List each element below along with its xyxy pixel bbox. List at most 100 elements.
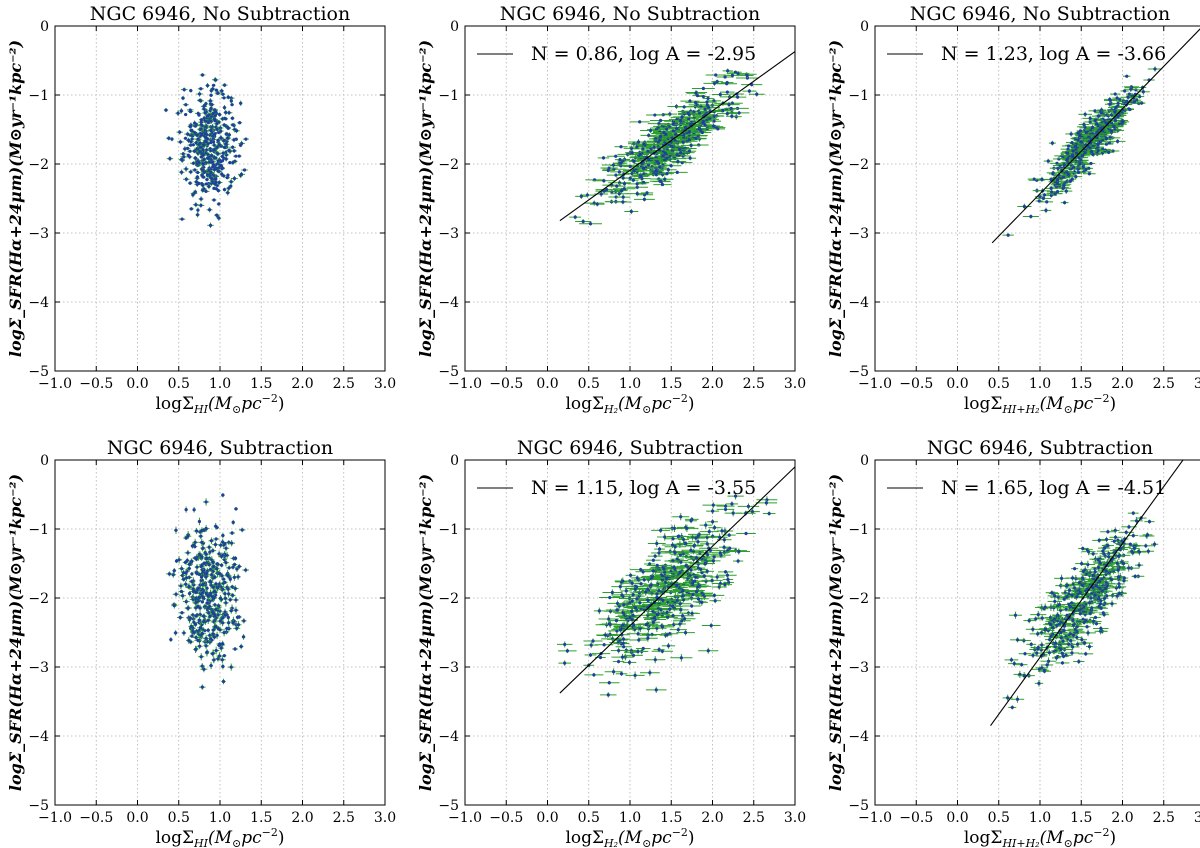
x-axis-label: logΣHI+H₂(M⊙pc−2) bbox=[964, 826, 1116, 848]
data-point bbox=[648, 168, 664, 174]
data-point bbox=[688, 538, 708, 546]
data-point bbox=[672, 513, 690, 521]
data-point bbox=[686, 90, 706, 97]
data-point bbox=[644, 581, 659, 588]
data-point bbox=[228, 607, 234, 614]
data-point bbox=[236, 154, 242, 158]
data-point bbox=[178, 589, 185, 594]
data-point bbox=[1060, 188, 1073, 194]
data-point bbox=[241, 168, 248, 172]
data-point bbox=[1047, 593, 1062, 599]
data-point bbox=[1061, 582, 1074, 589]
x-tick-label: 2.5 bbox=[333, 810, 355, 826]
data-point bbox=[207, 614, 213, 618]
data-point bbox=[211, 656, 216, 664]
data-point bbox=[657, 126, 676, 132]
data-point bbox=[1067, 626, 1084, 632]
data-point bbox=[206, 207, 213, 213]
data-point bbox=[182, 580, 190, 588]
data-point bbox=[205, 610, 212, 616]
data-point bbox=[201, 594, 205, 601]
data-point bbox=[646, 113, 664, 117]
data-point bbox=[661, 163, 682, 168]
data-point bbox=[1065, 164, 1082, 170]
data-point bbox=[197, 594, 202, 601]
x-tick-label: −0.5 bbox=[899, 376, 933, 392]
x-tick-label: 3.0 bbox=[1194, 376, 1200, 392]
data-point bbox=[178, 157, 185, 162]
data-point bbox=[228, 184, 233, 189]
x-tick-label: 1.5 bbox=[1070, 810, 1092, 826]
data-point bbox=[689, 136, 702, 140]
data-point bbox=[682, 604, 701, 608]
data-point bbox=[208, 105, 214, 111]
data-point bbox=[662, 111, 678, 117]
data-point bbox=[208, 571, 215, 579]
data-point bbox=[201, 561, 207, 566]
data-point bbox=[214, 581, 218, 587]
data-point bbox=[1150, 541, 1159, 548]
x-tick-label: 2.5 bbox=[1153, 376, 1175, 392]
data-point bbox=[231, 620, 235, 626]
data-point bbox=[644, 567, 662, 574]
data-point bbox=[220, 150, 227, 156]
data-point bbox=[584, 672, 604, 677]
data-point bbox=[1047, 598, 1063, 605]
data-point bbox=[181, 96, 185, 101]
data-point bbox=[605, 607, 629, 613]
data-point bbox=[201, 614, 206, 618]
data-point bbox=[212, 537, 220, 541]
data-point bbox=[707, 519, 718, 525]
data-point bbox=[220, 640, 225, 647]
data-point bbox=[673, 615, 696, 622]
data-point bbox=[213, 110, 218, 114]
data-point bbox=[198, 126, 204, 132]
data-point bbox=[665, 549, 685, 557]
data-point bbox=[1094, 587, 1111, 595]
data-point bbox=[223, 117, 228, 121]
data-point bbox=[172, 591, 180, 597]
data-point bbox=[214, 562, 220, 566]
y-tick-label: −1 bbox=[28, 88, 49, 104]
data-point bbox=[198, 538, 206, 547]
data-point bbox=[707, 123, 720, 129]
data-point bbox=[203, 555, 211, 562]
data-point bbox=[238, 143, 243, 148]
data-point bbox=[217, 617, 224, 625]
data-point bbox=[1075, 132, 1085, 139]
data-point bbox=[174, 526, 178, 534]
data-point bbox=[193, 557, 199, 561]
data-point bbox=[221, 532, 225, 539]
data-point bbox=[631, 151, 649, 158]
data-point bbox=[223, 109, 228, 116]
data-point bbox=[673, 617, 691, 625]
data-point bbox=[223, 542, 227, 546]
data-point bbox=[223, 156, 229, 162]
data-point bbox=[221, 492, 225, 498]
data-point bbox=[1064, 603, 1076, 610]
y-tick-label: −5 bbox=[28, 364, 49, 380]
data-point bbox=[193, 527, 200, 535]
y-tick-label: −1 bbox=[438, 522, 459, 538]
x-tick-label: 0.5 bbox=[168, 376, 190, 392]
data-point bbox=[610, 191, 629, 197]
data-point bbox=[1127, 511, 1139, 516]
data-point bbox=[1026, 642, 1037, 647]
data-point bbox=[234, 507, 238, 511]
x-tick-label: 3.0 bbox=[374, 810, 396, 826]
data-point bbox=[212, 607, 220, 612]
data-point bbox=[1048, 191, 1063, 196]
data-point bbox=[1054, 646, 1068, 652]
data-point bbox=[186, 637, 192, 644]
data-point bbox=[1104, 553, 1113, 560]
data-point bbox=[1058, 651, 1067, 656]
data-point bbox=[682, 148, 697, 154]
data-point bbox=[214, 566, 220, 571]
data-point bbox=[218, 595, 223, 602]
data-point bbox=[210, 159, 214, 164]
data-point bbox=[166, 571, 173, 577]
data-point bbox=[1092, 139, 1109, 145]
data-point bbox=[219, 619, 226, 627]
x-tick-label: 0.0 bbox=[536, 376, 558, 392]
data-point bbox=[211, 198, 217, 202]
